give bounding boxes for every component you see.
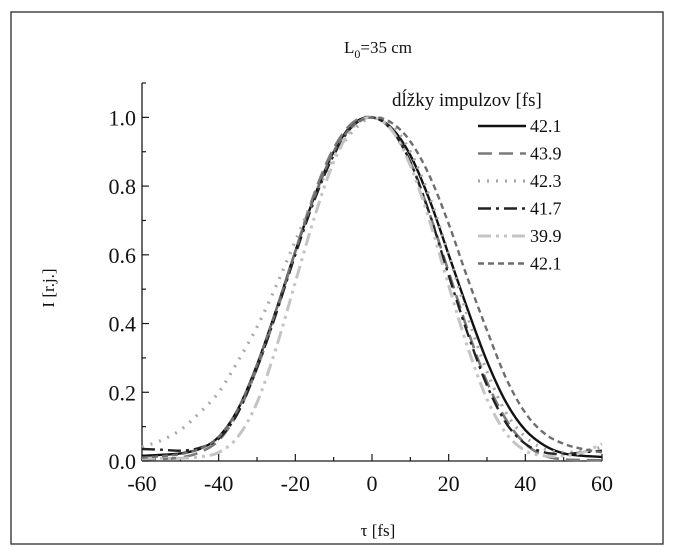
y-tick-label: 0.4 <box>109 312 137 337</box>
legend-label-6: 42.1 <box>530 254 562 274</box>
ticks: -60 -40 -20 0 20 40 60 0.0 0.2 0.4 0.6 0.8 1.0 <box>109 82 613 496</box>
x-tick-label: -40 <box>204 471 233 496</box>
y-tick-label: 1.0 <box>109 105 137 130</box>
series-line-5 <box>142 115 603 460</box>
legend: 42.1 43.9 42.3 41.7 39.9 42.1 <box>478 116 562 274</box>
legend-label-2: 43.9 <box>530 144 562 164</box>
x-axis-label: τ [fs] <box>361 521 396 540</box>
legend-label-1: 42.1 <box>530 116 562 136</box>
x-tick-label: -60 <box>127 471 156 496</box>
y-tick-label: 0.6 <box>109 243 137 268</box>
y-tick-label: 0.8 <box>109 174 137 199</box>
x-tick-label: 0 <box>367 471 378 496</box>
legend-label-3: 42.3 <box>530 171 562 191</box>
chart-title: L0=35 cm <box>344 38 412 61</box>
series-line-6 <box>141 116 603 459</box>
legend-label-4: 41.7 <box>530 199 562 219</box>
x-tick-label: 60 <box>591 471 613 496</box>
x-tick-label: 20 <box>438 471 460 496</box>
y-tick-label: 0.0 <box>109 449 137 474</box>
x-tick-label: 40 <box>514 471 536 496</box>
y-tick-label: 0.2 <box>109 380 137 405</box>
legend-title: dĺžky impulzov [fs] <box>392 89 542 111</box>
chart-title-subscript: 0 <box>354 47 360 61</box>
x-tick-label: -20 <box>281 471 310 496</box>
chart-title-rest: =35 cm <box>360 38 412 57</box>
legend-label-5: 39.9 <box>530 226 562 246</box>
y-axis-label: I [r.j.] <box>39 268 58 307</box>
chart-title-main: L <box>344 38 354 57</box>
series-curves <box>141 115 603 462</box>
